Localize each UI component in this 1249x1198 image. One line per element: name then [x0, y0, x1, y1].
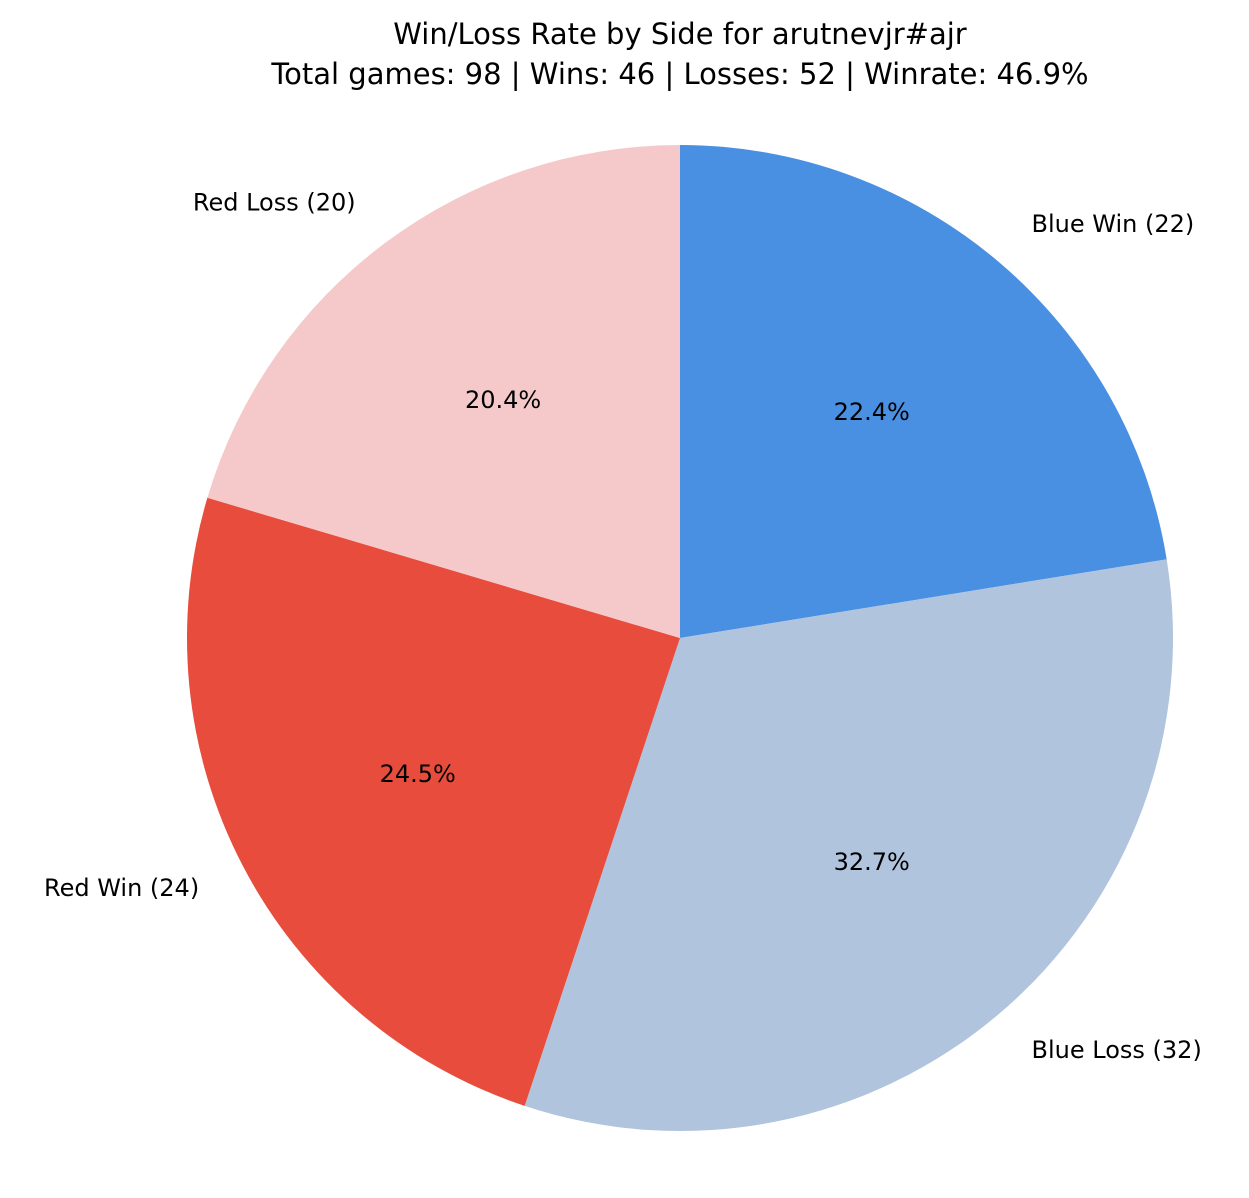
slice-percent-label: 20.4%	[465, 386, 541, 414]
slice-percent-label: 24.5%	[380, 760, 456, 788]
slice-label: Red Loss (20)	[193, 188, 356, 216]
slice-percent-label: 32.7%	[834, 848, 910, 876]
slice-label: Red Win (24)	[44, 874, 199, 902]
pie-slice	[680, 145, 1167, 638]
pie-slice	[524, 559, 1174, 1132]
slice-label: Blue Loss (32)	[1032, 1036, 1202, 1064]
pie-slice	[186, 497, 680, 1106]
slice-label: Blue Win (22)	[1032, 210, 1195, 238]
pie-slice	[207, 144, 680, 638]
pie-labels: Blue Win (22) 22.4% Blue Loss (32) 32.7% Red…	[44, 188, 1202, 1064]
chart-subtitle: Total games: 98 | Wins: 46 | Losses: 52 …	[270, 57, 1088, 91]
chart-title: Win/Loss Rate by Side for arutnevjr#ajr	[393, 17, 967, 51]
pie-slices	[186, 144, 1174, 1132]
slice-percent-label: 22.4%	[834, 398, 910, 426]
